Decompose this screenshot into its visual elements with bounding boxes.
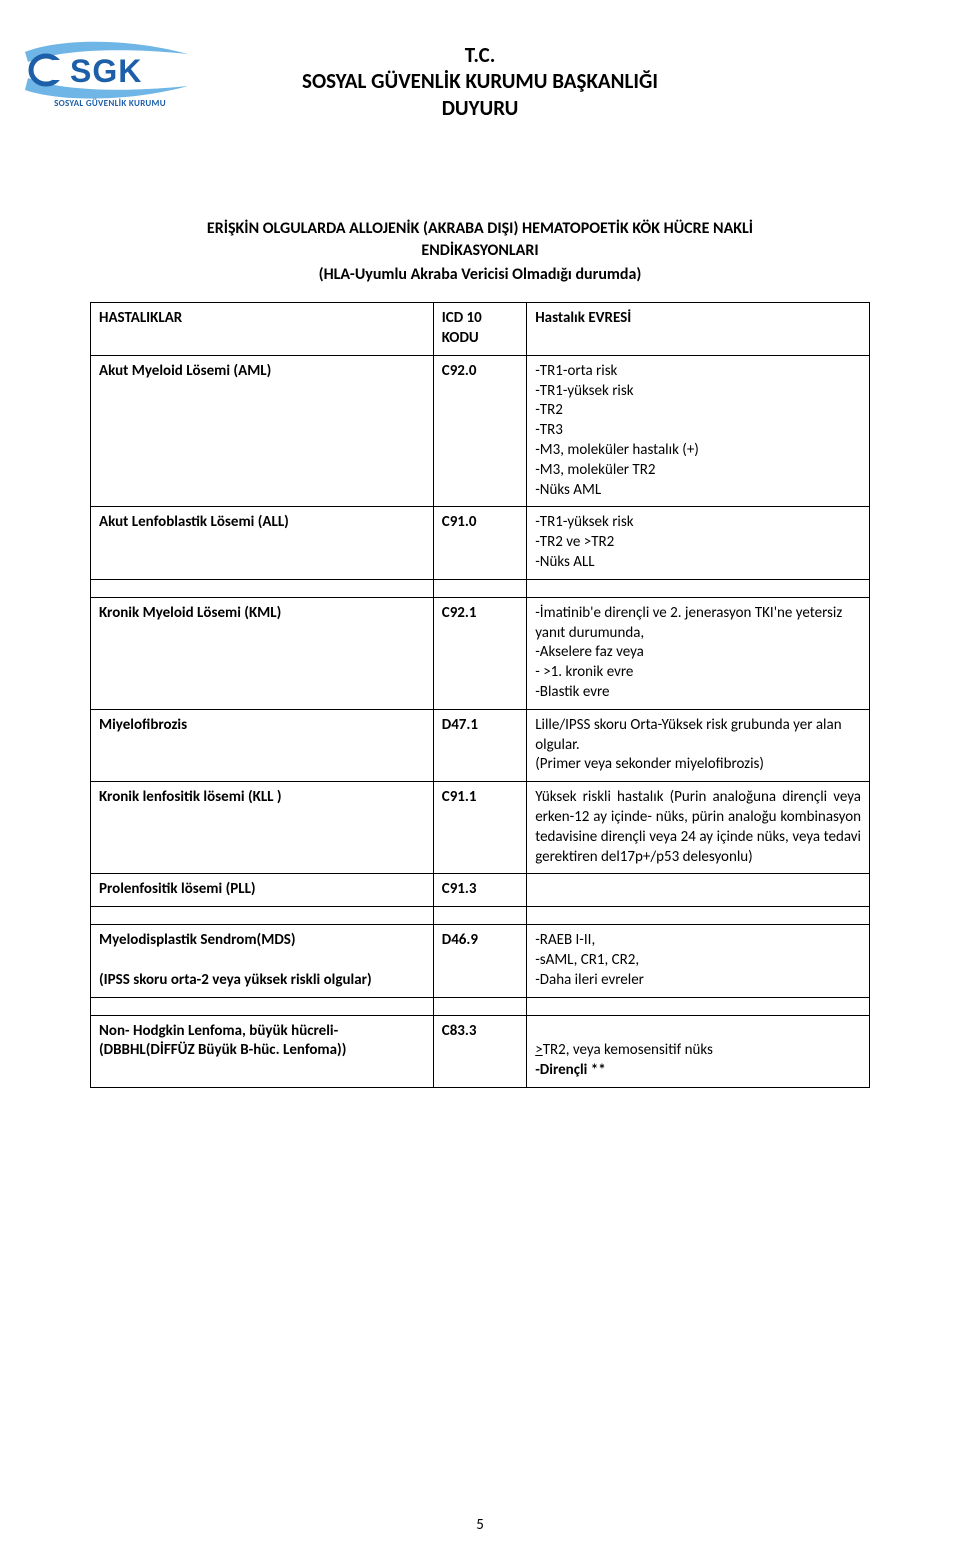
- cell-disease: Akut Myeloid Lösemi (AML): [91, 355, 434, 507]
- indications-table: HASTALIKLAR ICD 10 KODU Hastalık EVRESİ …: [90, 302, 870, 1088]
- title-line-3: DUYURU: [90, 95, 870, 121]
- svg-text:SGK: SGK: [70, 53, 142, 89]
- section-heading-line2: ENDİKASYONLARI: [421, 241, 538, 260]
- table-row: Miyelofibrozis D47.1 Lille/IPSS skoru Or…: [91, 709, 870, 781]
- section-heading: ERİŞKİN OLGULARDA ALLOJENİK (AKRABA DIŞI…: [90, 218, 870, 261]
- page-header: SGK SOSYAL GÜVENLİK KURUMU T.C. SOSYAL G…: [90, 40, 870, 190]
- cell-stage: Lille/IPSS skoru Orta-Yüksek risk grubun…: [527, 709, 870, 781]
- cell-icd: C91.3: [433, 874, 526, 907]
- cell-icd: C83.3: [433, 1015, 526, 1087]
- table-row: Non- Hodgkin Lenfoma, büyük hücreli- (DB…: [91, 1015, 870, 1087]
- cell-stage: Yüksek riskli hastalık (Purin analoğuna …: [527, 782, 870, 874]
- cell-stage: [527, 874, 870, 907]
- cell-icd: D47.1: [433, 709, 526, 781]
- title-line-2: SOSYAL GÜVENLİK KURUMU BAŞKANLIĞI: [90, 68, 870, 94]
- th-icd10: ICD 10 KODU: [433, 303, 526, 356]
- cell-icd: C91.0: [433, 507, 526, 579]
- cell-icd: D46.9: [433, 925, 526, 997]
- logo: SGK SOSYAL GÜVENLİK KURUMU: [20, 40, 200, 109]
- table-row: Akut Myeloid Lösemi (AML) C92.0 -TR1-ort…: [91, 355, 870, 507]
- section-heading-line1: ERİŞKİN OLGULARDA ALLOJENİK (AKRABA DIŞI…: [207, 219, 753, 238]
- cell-stage: >TR2, veya kemosensitif nüks -Dirençli *…: [527, 1015, 870, 1087]
- table-row: Kronik Myeloid Lösemi (KML) C92.1 -İmati…: [91, 597, 870, 709]
- section-subtitle: (HLA-Uyumlu Akraba Vericisi Olmadığı dur…: [90, 265, 870, 284]
- cell-stage: -İmatinib'e dirençli ve 2. jenerasyon TK…: [527, 597, 870, 709]
- table-spacer: [91, 907, 870, 925]
- cell-icd: C91.1: [433, 782, 526, 874]
- th-stage: Hastalık EVRESİ: [527, 303, 870, 356]
- table-row: Kronik lenfositik lösemi (KLL ) C91.1 Yü…: [91, 782, 870, 874]
- cell-disease: Prolenfositik lösemi (PLL): [91, 874, 434, 907]
- cell-stage: -RAEB I-II, -sAML, CR1, CR2, -Daha ileri…: [527, 925, 870, 997]
- table-header-row: HASTALIKLAR ICD 10 KODU Hastalık EVRESİ: [91, 303, 870, 356]
- table-row: Myelodisplastik Sendrom(MDS) (IPSS skoru…: [91, 925, 870, 997]
- th-diseases: HASTALIKLAR: [91, 303, 434, 356]
- cell-disease: Myelodisplastik Sendrom(MDS) (IPSS skoru…: [91, 925, 434, 997]
- table-row: Prolenfositik lösemi (PLL) C91.3: [91, 874, 870, 907]
- cell-disease: Kronik lenfositik lösemi (KLL ): [91, 782, 434, 874]
- cell-disease: Akut Lenfoblastik Lösemi (ALL): [91, 507, 434, 579]
- table-spacer: [91, 579, 870, 597]
- cell-stage: -TR1-yüksek risk -TR2 ve >TR2 -Nüks ALL: [527, 507, 870, 579]
- cell-disease: Non- Hodgkin Lenfoma, büyük hücreli- (DB…: [91, 1015, 434, 1087]
- cell-icd: C92.0: [433, 355, 526, 507]
- cell-disease: Kronik Myeloid Lösemi (KML): [91, 597, 434, 709]
- sgk-logo-icon: SGK: [20, 40, 200, 100]
- title-line-1: T.C.: [90, 42, 870, 68]
- cell-disease: Miyelofibrozis: [91, 709, 434, 781]
- cell-icd: C92.1: [433, 597, 526, 709]
- cell-stage: -TR1-orta risk -TR1-yüksek risk -TR2 -TR…: [527, 355, 870, 507]
- logo-caption: SOSYAL GÜVENLİK KURUMU: [20, 98, 200, 109]
- table-row: Akut Lenfoblastik Lösemi (ALL) C91.0 -TR…: [91, 507, 870, 579]
- document-title: T.C. SOSYAL GÜVENLİK KURUMU BAŞKANLIĞI D…: [90, 40, 870, 121]
- table-spacer: [91, 997, 870, 1015]
- page-number: 5: [0, 1516, 960, 1534]
